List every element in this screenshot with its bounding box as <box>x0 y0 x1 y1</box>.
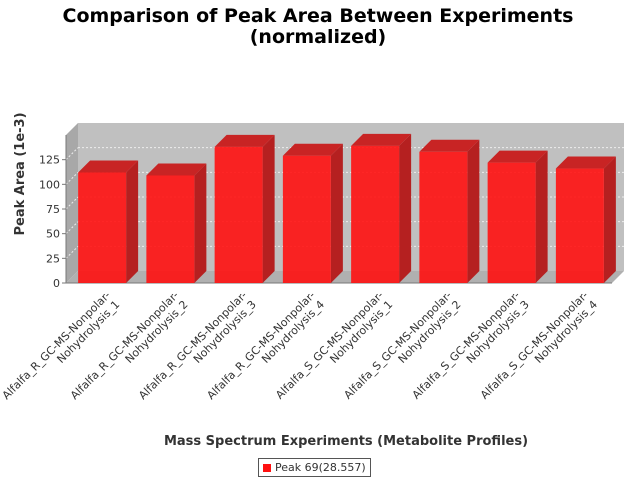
bar-top <box>146 163 207 176</box>
legend-swatch <box>263 463 271 472</box>
y-tick-label: 0 <box>53 277 60 290</box>
bar-side <box>399 133 412 283</box>
bar-side <box>467 139 480 283</box>
y-tick-label: 50 <box>46 228 60 241</box>
x-tick-labels: Alfalfa_R_GC-MS-Nonpolar-Nohydrolysis_1A… <box>0 289 600 402</box>
plot-floor <box>66 271 624 283</box>
bar-side <box>126 160 139 283</box>
x-tick-label: Alfalfa_R_GC-MS-Nonpolar-Nohydrolysis_1 <box>0 289 122 402</box>
bar-side <box>194 163 207 283</box>
bars <box>78 133 616 283</box>
y-tick-label: 100 <box>39 178 60 191</box>
gridline-side <box>65 171 79 185</box>
bar <box>555 156 616 283</box>
bar-top <box>214 134 275 147</box>
bar-side <box>603 156 616 283</box>
bar-side <box>535 150 548 283</box>
x-tick-label-line: Alfalfa_S_GC-MS-Nonpolar- <box>341 289 454 402</box>
bar <box>419 139 480 283</box>
y-tick-label: 75 <box>46 203 60 216</box>
x-tick-label-line: Alfalfa_R_GC-MS-Nonpolar- <box>68 289 181 402</box>
y-tick-label: 125 <box>39 154 60 167</box>
x-axis-title: Mass Spectrum Experiments (Metabolite Pr… <box>164 434 528 449</box>
bar-front <box>555 168 604 283</box>
gridline-side <box>65 245 79 259</box>
chart-title: Comparison of Peak Area Between Experime… <box>63 5 574 27</box>
gridline-side <box>65 196 79 210</box>
bar-front <box>78 172 127 283</box>
bar <box>214 134 275 283</box>
bar <box>78 160 139 283</box>
x-tick-label-line: Alfalfa_S_GC-MS-Nonpolar- <box>273 289 386 402</box>
bar-front <box>419 151 468 283</box>
bar-side <box>330 143 343 283</box>
bar-top <box>419 139 480 152</box>
chart-subtitle: (normalized) <box>250 26 387 48</box>
bar-top <box>487 150 548 163</box>
bar <box>282 143 343 283</box>
y-axis-title: Peak Area (1e-3) <box>13 112 28 235</box>
x-tick-label-line: Alfalfa_R_GC-MS-Nonpolar- <box>204 289 317 402</box>
bar-top <box>555 156 616 169</box>
legend: Peak 69(28.557) <box>258 458 371 477</box>
bar-side <box>262 134 275 283</box>
gridline-side <box>65 221 79 235</box>
bar-front <box>214 146 263 283</box>
bar <box>146 163 207 283</box>
bar-top <box>282 143 343 156</box>
bar <box>351 133 412 283</box>
bar-front <box>146 175 195 283</box>
bar-front <box>282 155 331 283</box>
legend-label: Peak 69(28.557) <box>275 461 366 474</box>
gridlines <box>65 147 624 259</box>
x-tick-label-line: Alfalfa_S_GC-MS-Nonpolar- <box>410 289 523 402</box>
bar-front <box>487 162 536 283</box>
y-tick-label: 25 <box>46 252 60 265</box>
x-tick-label-line: Alfalfa_R_GC-MS-Nonpolar- <box>0 289 113 402</box>
x-tick-label-line: Alfalfa_S_GC-MS-Nonpolar- <box>478 289 591 402</box>
bar-front <box>351 145 400 283</box>
bar-top <box>351 133 412 146</box>
bar-top <box>78 160 139 173</box>
bar <box>487 150 548 283</box>
y-tick-labels: 0 25 50 75 100 125 <box>39 154 66 290</box>
x-tick-label-line: Alfalfa_R_GC-MS-Nonpolar- <box>136 289 249 402</box>
gridline-side <box>65 147 79 161</box>
